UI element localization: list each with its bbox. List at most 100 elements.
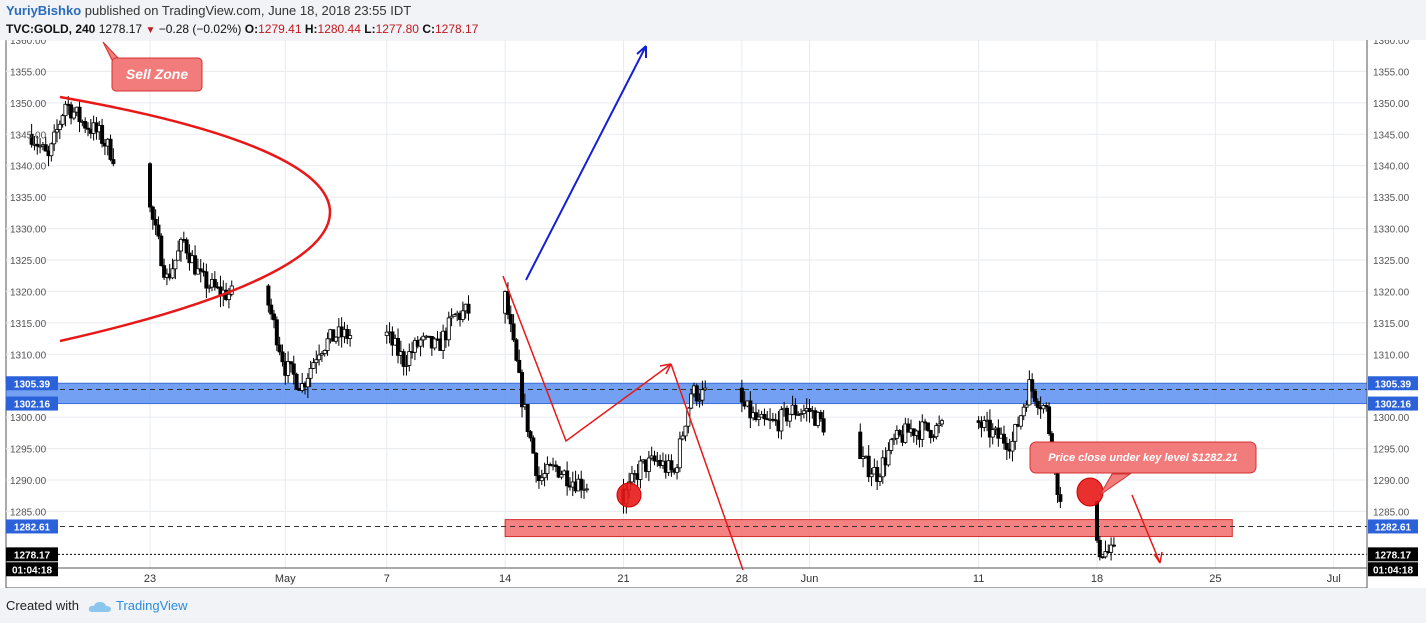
candle-body bbox=[85, 127, 90, 130]
candle-body bbox=[629, 473, 634, 483]
candle-body bbox=[317, 354, 322, 361]
y-tick-label-right: 1295.00 bbox=[1373, 445, 1410, 456]
price-label-right-bg bbox=[1368, 519, 1418, 534]
price-label-left-bg bbox=[6, 519, 58, 534]
candle-body bbox=[1018, 415, 1023, 427]
candle-body bbox=[272, 313, 277, 321]
candle-body bbox=[584, 488, 589, 491]
candle-body bbox=[703, 387, 708, 391]
candle-body bbox=[432, 338, 437, 349]
price-label-right: 1302.16 bbox=[1375, 400, 1412, 411]
candle-body bbox=[1103, 551, 1108, 558]
candle-body bbox=[153, 218, 158, 226]
x-tick-label: Jun bbox=[801, 573, 819, 585]
candle-body bbox=[1095, 501, 1100, 541]
candle-body bbox=[150, 206, 155, 220]
candle-body bbox=[675, 467, 680, 473]
x-tick-label: 11 bbox=[973, 573, 984, 585]
candle-body bbox=[1010, 440, 1015, 452]
candle-body bbox=[861, 456, 866, 460]
y-tick-label-right: 1300.00 bbox=[1373, 413, 1410, 424]
red-down-line bbox=[670, 363, 744, 571]
candle-body bbox=[694, 385, 699, 402]
price-label-left: 1278.17 bbox=[14, 550, 51, 561]
x-tick-label: Jul bbox=[1327, 573, 1341, 585]
candle-body bbox=[539, 477, 544, 482]
candle-body bbox=[308, 368, 313, 379]
tradingview-link[interactable]: TradingView bbox=[116, 598, 188, 613]
candle-body bbox=[1109, 544, 1114, 553]
candle-body bbox=[291, 363, 296, 375]
candle-body bbox=[677, 438, 682, 469]
candle-body bbox=[652, 455, 657, 462]
candle-body bbox=[903, 423, 908, 443]
price-label-left-bg bbox=[6, 547, 58, 562]
candle-body bbox=[69, 104, 74, 119]
y-tick-label-left: 1320.00 bbox=[10, 287, 47, 298]
candle-body bbox=[52, 131, 57, 145]
candle-body bbox=[925, 422, 930, 431]
candle-body bbox=[762, 413, 767, 420]
candle-body bbox=[542, 473, 547, 479]
price-label-left: 1282.61 bbox=[14, 522, 51, 533]
red-trend-arrow bbox=[502, 275, 672, 443]
created-with-text: Created with bbox=[6, 598, 79, 613]
y-tick-label-left: 1350.00 bbox=[10, 99, 47, 110]
candle-body bbox=[565, 470, 570, 487]
candle-body bbox=[331, 329, 336, 342]
price-close-label: Price close under key level $1282.21 bbox=[1048, 452, 1238, 464]
x-tick-label: 18 bbox=[1091, 573, 1103, 585]
candle-body bbox=[931, 436, 936, 439]
chart-footer: Created with TradingView bbox=[0, 588, 1426, 623]
candle-body bbox=[1032, 390, 1037, 402]
candle-body bbox=[170, 268, 175, 279]
y-tick-label-left: 1330.00 bbox=[10, 225, 47, 236]
price-label-right: 1282.61 bbox=[1375, 522, 1412, 533]
candle-body bbox=[934, 425, 939, 438]
candle-body bbox=[401, 351, 406, 367]
candle-body bbox=[700, 389, 705, 401]
candle-body bbox=[939, 420, 944, 425]
price-label-left: 1305.39 bbox=[14, 379, 51, 390]
candle-body bbox=[266, 285, 271, 306]
y-tick-label-left: 1290.00 bbox=[10, 476, 47, 487]
candle-body bbox=[866, 455, 871, 478]
tradingview-logo-icon[interactable] bbox=[88, 600, 112, 618]
y-tick-label-left: 1295.00 bbox=[10, 445, 47, 456]
candle-body bbox=[505, 291, 510, 315]
candle-body bbox=[54, 129, 59, 133]
candle-body bbox=[274, 319, 279, 346]
candle-body bbox=[207, 286, 212, 289]
symbol-name: TVC:GOLD, 240 bbox=[6, 22, 96, 36]
candle-body bbox=[421, 335, 426, 341]
candle-body bbox=[923, 421, 928, 424]
y-tick-label-right: 1360.00 bbox=[1373, 40, 1410, 47]
candle-body bbox=[937, 423, 942, 426]
candle-body bbox=[156, 224, 161, 237]
candle-body bbox=[1044, 405, 1049, 408]
candle-body bbox=[520, 372, 525, 408]
candle-body bbox=[801, 410, 806, 414]
candle-body bbox=[286, 361, 291, 376]
candle-body bbox=[159, 235, 164, 267]
candle-body bbox=[77, 106, 82, 123]
candle-body bbox=[545, 464, 550, 474]
low-label: L: bbox=[364, 22, 376, 36]
candle-body bbox=[162, 265, 167, 278]
candle-body bbox=[689, 393, 694, 409]
y-tick-label-right: 1340.00 bbox=[1373, 162, 1410, 173]
y-tick-label-left: 1355.00 bbox=[10, 67, 47, 78]
candle-body bbox=[269, 304, 274, 315]
price-label-left: 01:04:18 bbox=[12, 565, 52, 576]
y-tick-label-right: 1345.00 bbox=[1373, 130, 1410, 141]
candle-body bbox=[799, 413, 804, 415]
candle-body bbox=[646, 457, 651, 472]
author-link[interactable]: YuriyBishko bbox=[6, 3, 82, 18]
candle-body bbox=[460, 310, 465, 320]
candle-body bbox=[418, 339, 423, 347]
circle-marker bbox=[1076, 477, 1104, 507]
down-arrow-icon: ▼ bbox=[145, 25, 156, 36]
chart-drawings: Sell Zone Price close under key level $12… bbox=[59, 41, 1257, 571]
price-label-left: 1302.16 bbox=[14, 400, 51, 411]
price-chart[interactable]: Sell Zone Price close under key level $12… bbox=[0, 40, 1426, 588]
